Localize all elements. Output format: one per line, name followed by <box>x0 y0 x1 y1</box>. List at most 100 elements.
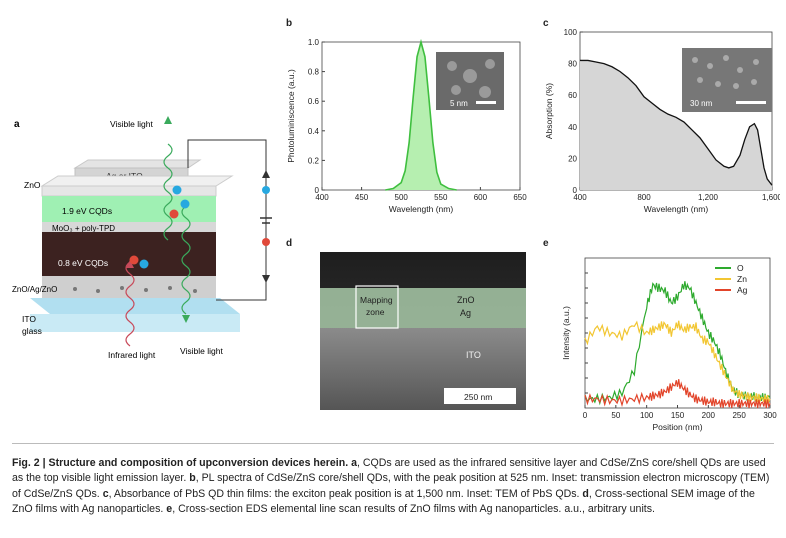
cqd-08-label: 0.8 eV CQDs <box>58 258 108 268</box>
hole-icon <box>262 238 270 246</box>
visible-wave-top <box>163 143 173 241</box>
x-tick-label: 600 <box>474 193 488 202</box>
y-tick-label: 40 <box>568 123 577 132</box>
x-tick-label: 150 <box>671 411 685 420</box>
x-tick-label: 100 <box>640 411 654 420</box>
y-tick-label: 20 <box>568 154 577 163</box>
pl-line <box>385 38 457 191</box>
y-tick-label: 0.2 <box>308 156 320 165</box>
caption-c-label: c <box>102 487 109 500</box>
caption-e: , Cross-section EDS elemental line scan … <box>172 503 655 516</box>
panel-e-letter: e <box>543 238 549 249</box>
zno-ag-label: ZnO/Ag/ZnO <box>12 285 57 294</box>
electrode-top <box>73 159 202 169</box>
inset-b-scalebar <box>476 101 496 104</box>
x-tick-label: 250 <box>732 411 746 420</box>
sem-image: Mapping zone ZnO Ag ITO 250 nm <box>320 252 526 410</box>
caption-a: , CQDs are used as the infrared sensitiv… <box>12 457 766 485</box>
pl-spectrum-chart: 400 450 500 550 600 650 0 0.2 0.4 0.6 0.8 1.0 Wavele… <box>286 38 527 214</box>
visible-arrow-bottom <box>182 315 190 323</box>
panel-a-letter: a <box>14 119 20 130</box>
absorption-chart: 400 800 1,200 1,600 0 20 40 60 80 100 Wavelength (… <box>544 28 780 214</box>
y-tick-label: 60 <box>568 91 577 100</box>
ito-label: ITO <box>22 314 36 324</box>
x-tick-label: 400 <box>315 193 329 202</box>
scale-box <box>444 388 516 404</box>
pl-fill <box>385 42 457 190</box>
electron-icon <box>172 185 182 195</box>
tem-inset-texture <box>447 59 495 98</box>
y-axis-label: Absorption (%) <box>544 83 554 139</box>
y-tick-label: 0 <box>315 186 320 195</box>
y-tick-label: 100 <box>564 28 578 37</box>
y-tick-label: 80 <box>568 60 577 69</box>
caption-d: , Cross-sectional SEM image of the ZnO f… <box>12 487 755 516</box>
arrow-up-head <box>262 170 270 178</box>
ito-glass-front <box>30 314 240 332</box>
visible-arrow-top <box>164 116 172 124</box>
mapping-zone-box <box>355 285 399 329</box>
x-axis-label: Wavelength (nm) <box>389 204 454 214</box>
glass-label: glass <box>22 326 42 336</box>
caption-a-label: a <box>351 457 357 469</box>
moo3-label: MoO₃ + poly-TPD <box>52 224 115 233</box>
series-o <box>584 281 771 406</box>
y-tick-label: 0.6 <box>308 97 320 106</box>
legend-label-ag: Ag <box>737 285 748 295</box>
caption-b-label: b <box>189 472 196 485</box>
device-diagram: a Ag or ITO ZnO 1.9 eV CQDs MoO₃ + poly-… <box>12 116 272 360</box>
x-tick-label: 400 <box>573 193 587 202</box>
absorption-fill <box>580 60 772 190</box>
inset-b-scale: 5 nm <box>450 99 468 108</box>
ito-label-d: ITO <box>466 350 481 360</box>
panel-b-letter: b <box>286 18 293 29</box>
panel-d-letter: d <box>286 238 293 249</box>
infrared-arrow <box>126 260 134 268</box>
y-axis-label: Intensity (a.u.) <box>561 306 571 360</box>
y-axis-label: Photoluminiscence (a.u.) <box>286 69 296 163</box>
scale-label-d: 250 nm <box>464 392 492 402</box>
caption-b: , PL spectra of CdSe/ZnS core/shell QDs,… <box>12 472 770 500</box>
inset-c-scalebar <box>736 101 766 104</box>
moo3-layer <box>42 222 216 232</box>
y-tick-label: 0.8 <box>308 68 320 77</box>
x-tick-label: 300 <box>763 411 777 420</box>
zno-top-layer <box>41 185 217 197</box>
ito-glass <box>30 298 240 314</box>
arrow-down-head <box>262 275 270 283</box>
zno-label-d: ZnO <box>457 295 475 305</box>
x-tick-label: 1,600 <box>762 193 780 202</box>
electron-icon <box>139 259 149 269</box>
cqd-19-label: 1.9 eV CQDs <box>62 206 112 216</box>
x-tick-label: 50 <box>611 411 620 420</box>
visible-top-label: Visible light <box>110 119 153 129</box>
infrared-label: Infrared light <box>108 350 156 360</box>
legend-label-zn: Zn <box>737 274 747 284</box>
visible-bottom-label: Visible light <box>180 346 223 356</box>
x-tick-label: 450 <box>355 193 369 202</box>
infrared-wave <box>125 261 135 347</box>
caption-fig: Fig. 2 | Structure and composition of up… <box>12 457 349 469</box>
inset-c-scale: 30 nm <box>690 99 713 108</box>
cqd-08-layer <box>42 232 216 276</box>
circuit-wire <box>187 139 267 301</box>
y-tick-label: 1.0 <box>308 38 320 47</box>
mapping-label: Mapping <box>360 295 393 305</box>
tem-inset-pbs-texture <box>692 55 759 89</box>
caption-c: , Absorbance of PbS QD thin films: the e… <box>108 487 580 500</box>
zno-ag-band <box>320 288 526 328</box>
caption-e-label: e <box>166 503 173 516</box>
eds-linescan-chart: 0 50 100 150 200 250 300 Position (nm) Intensity… <box>561 257 777 432</box>
x-tick-label: 550 <box>434 193 448 202</box>
series-ag <box>584 379 771 409</box>
hole-icon <box>129 255 139 265</box>
legend-label-o: O <box>737 263 744 273</box>
electron-icon <box>262 186 270 194</box>
zone-label: zone <box>366 307 385 317</box>
panel-c-letter: c <box>543 18 549 29</box>
x-tick-label: 0 <box>583 411 588 420</box>
ag-particles <box>73 286 197 293</box>
y-tick-label: 0.4 <box>308 127 320 136</box>
x-axis-label: Wavelength (nm) <box>644 204 709 214</box>
ag-label-d: Ag <box>460 308 471 318</box>
